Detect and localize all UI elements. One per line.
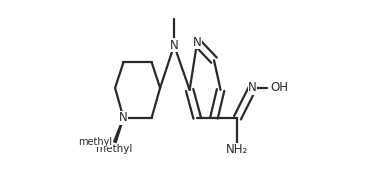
Text: N: N [170,39,178,52]
Text: N: N [193,36,202,49]
Text: NH₂: NH₂ [226,143,249,156]
Text: methyl: methyl [96,144,132,154]
Text: N: N [248,81,257,94]
Text: methyl: methyl [78,137,112,147]
Text: OH: OH [270,81,289,94]
Text: N: N [119,111,128,124]
